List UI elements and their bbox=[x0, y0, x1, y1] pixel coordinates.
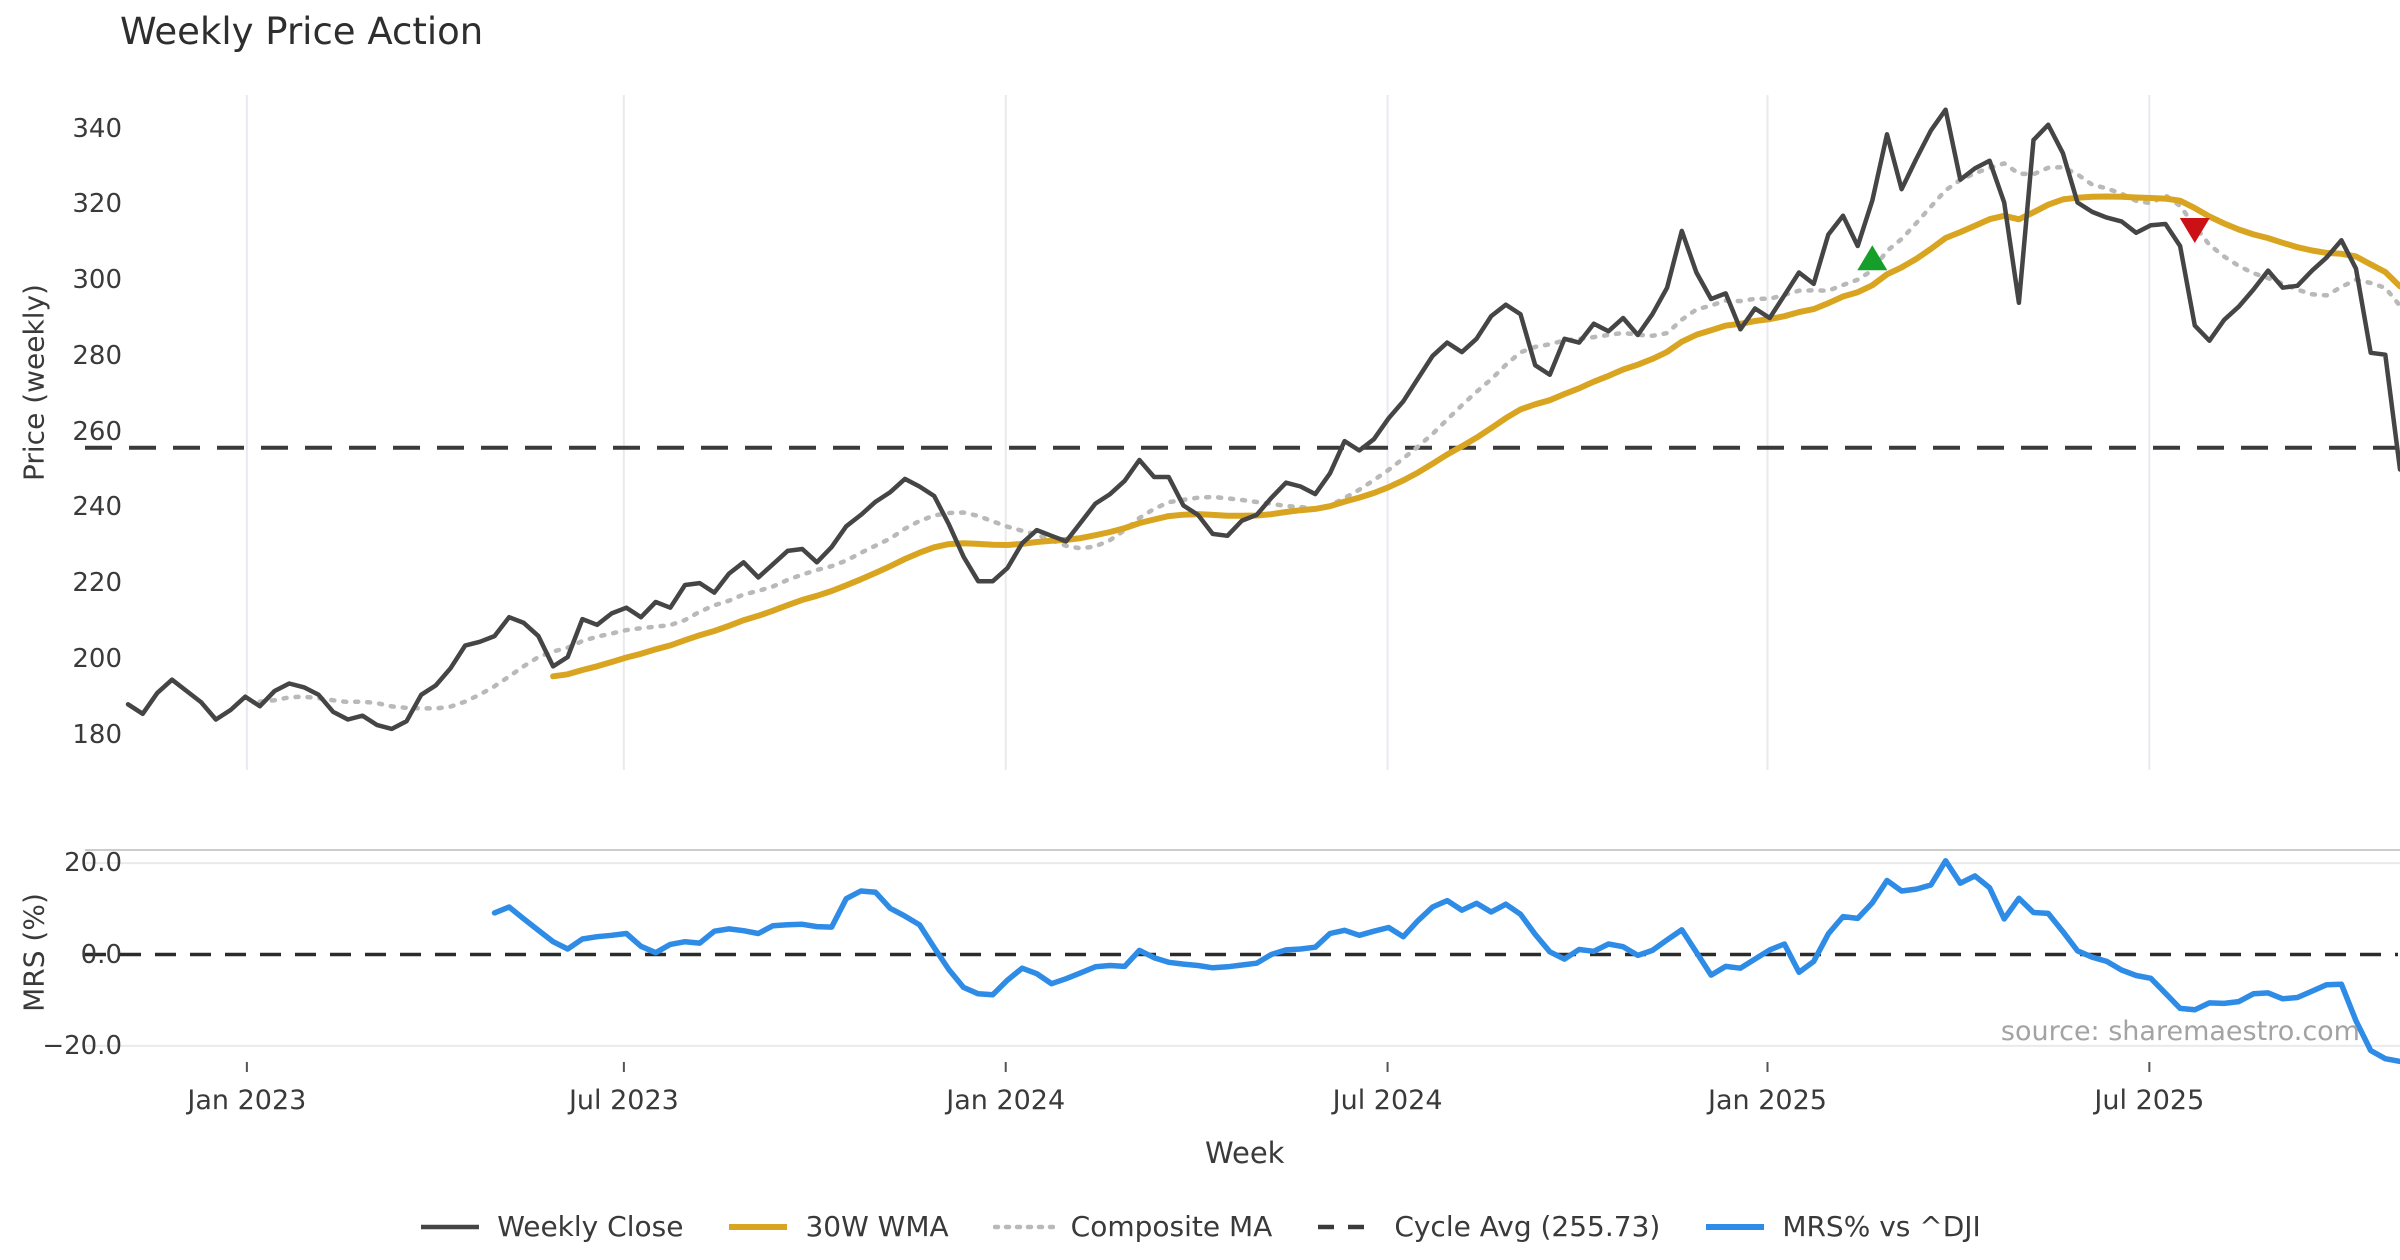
legend-swatch-mrs bbox=[1706, 1223, 1765, 1230]
weekly-close-line bbox=[125, 107, 2400, 732]
legend-item: Weekly Close bbox=[419, 1210, 683, 1243]
chart-title: Weekly Price Action bbox=[120, 10, 484, 53]
mrs-axis-label: MRS (%) bbox=[17, 893, 51, 1012]
legend-item: MRS% vs ^DJI bbox=[1704, 1210, 1981, 1243]
legend: Weekly Close 30W WMA Composite MA Cycle Avg… bbox=[0, 1210, 2400, 1243]
x-axis-title: Week bbox=[1205, 1136, 1285, 1170]
x-tick-label: Jan 2023 bbox=[187, 1085, 307, 1116]
legend-label: Weekly Close bbox=[497, 1210, 684, 1243]
legend-label: 30W WMA bbox=[805, 1210, 949, 1243]
price-y-tick-label: 300 bbox=[72, 265, 122, 296]
x-tick-label: Jul 2023 bbox=[568, 1085, 679, 1116]
sell-signal-marker bbox=[2179, 217, 2210, 243]
source-credit: source: sharemaestro.com bbox=[2000, 1016, 2360, 1047]
x-tick-label: Jul 2025 bbox=[2094, 1085, 2205, 1116]
legend-swatch-cycle_avg bbox=[1318, 1224, 1377, 1229]
x-tick-label: Jan 2024 bbox=[946, 1085, 1066, 1116]
mrs-y-tick-label: −20.0 bbox=[42, 1030, 122, 1061]
legend-swatch-wma bbox=[729, 1223, 788, 1230]
buy-signal-marker bbox=[1857, 245, 1888, 271]
wma30-line bbox=[550, 193, 2400, 680]
price-y-tick-label: 180 bbox=[72, 719, 122, 750]
price-y-tick-label: 200 bbox=[72, 643, 122, 674]
price-y-tick-label: 280 bbox=[72, 340, 122, 371]
legend-label: MRS% vs ^DJI bbox=[1782, 1210, 1981, 1243]
legend-swatch-close bbox=[421, 1224, 480, 1229]
legend-label: Cycle Avg (255.73) bbox=[1394, 1210, 1661, 1243]
price-y-tick-label: 220 bbox=[72, 568, 122, 599]
x-tick-label: Jul 2024 bbox=[1332, 1085, 1443, 1116]
price-y-tick-label: 340 bbox=[72, 113, 122, 144]
mrs-y-tick-label: 20.0 bbox=[64, 848, 122, 879]
price-y-tick-label: 240 bbox=[72, 492, 122, 523]
price-y-tick-label: 260 bbox=[72, 416, 122, 447]
x-tick-label: Jan 2025 bbox=[1708, 1085, 1827, 1116]
legend-item: 30W WMA bbox=[727, 1210, 949, 1243]
mrs-line bbox=[491, 858, 2400, 1065]
price-axis-label: Price (weekly) bbox=[17, 284, 51, 481]
legend-swatch-composite bbox=[992, 1224, 1055, 1229]
legend-item: Composite MA bbox=[992, 1210, 1273, 1243]
legend-label: Composite MA bbox=[1070, 1210, 1273, 1243]
legend-item: Cycle Avg (255.73) bbox=[1316, 1210, 1660, 1243]
price-y-tick-label: 320 bbox=[72, 189, 122, 220]
mrs-y-tick-label: 0.0 bbox=[80, 939, 122, 970]
